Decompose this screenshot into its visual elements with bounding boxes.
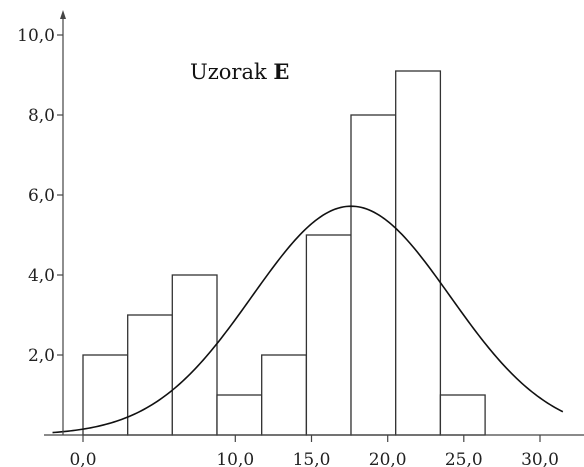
- y-tick-label: 10,0: [17, 26, 55, 46]
- chart-title: Uzorak E: [190, 59, 289, 84]
- y-tick-label: 4,0: [28, 266, 55, 286]
- y-tick-label: 8,0: [28, 106, 55, 126]
- x-tick-label: 25,0: [445, 450, 483, 467]
- histogram-bars: [82, 70, 486, 436]
- histogram-bar: [171, 274, 218, 436]
- axes: [44, 10, 584, 436]
- x-tick-label: 15,0: [293, 450, 331, 467]
- histogram-bar: [127, 314, 174, 436]
- normal-distribution-curve: [52, 205, 564, 434]
- histogram-bar: [305, 234, 352, 436]
- histogram-bar: [82, 354, 129, 436]
- chart-title-main: Uzorak: [190, 60, 273, 84]
- chart-title-bold: E: [273, 59, 289, 84]
- x-tick-label: 20,0: [369, 450, 407, 467]
- y-axis-arrow: [60, 10, 66, 19]
- x-tick-label: 30,0: [521, 450, 559, 467]
- histogram-bar: [216, 394, 263, 436]
- y-tick-label: 6,0: [28, 186, 55, 206]
- x-tick-label: 0,0: [69, 450, 96, 467]
- histogram-bar: [439, 394, 486, 436]
- histogram-bar: [261, 354, 308, 436]
- x-axis-ticks: 0,0 10,0 15,0 20,0 25,0 30,0: [69, 435, 559, 467]
- x-tick-label: 10,0: [216, 450, 254, 467]
- histogram-bar: [350, 114, 397, 436]
- histogram-bar: [395, 70, 442, 436]
- y-axis-ticks: 2,0 4,0 6,0 8,0 10,0: [17, 26, 63, 366]
- y-tick-label: 2,0: [28, 346, 55, 366]
